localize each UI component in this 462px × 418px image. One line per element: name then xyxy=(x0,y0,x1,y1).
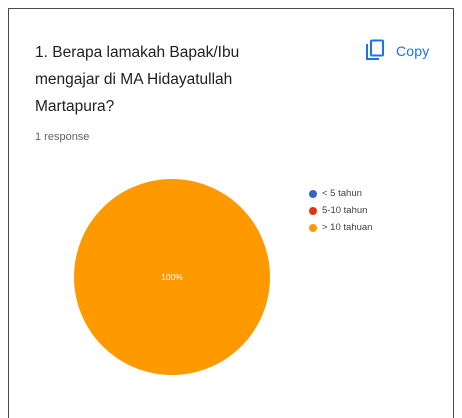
pie-slice-label-10-tahuan: 100% xyxy=(161,272,183,282)
legend-swatch xyxy=(309,223,317,232)
legend-label: 5-10 tahun xyxy=(322,205,368,216)
chart-legend: < 5 tahun 5-10 tahun > 10 tahuan xyxy=(309,185,372,236)
copy-button-label: Copy xyxy=(396,43,430,59)
legend-swatch xyxy=(309,189,317,198)
pie-slice-10-tahuan xyxy=(74,179,270,375)
legend-swatch xyxy=(309,206,317,215)
copy-icon xyxy=(366,39,384,60)
copy-button[interactable]: Copy xyxy=(364,39,429,63)
response-count: 1 response xyxy=(35,131,90,143)
legend-item-5-10-tahun: 5-10 tahun xyxy=(309,202,372,219)
legend-item-10-tahuan: > 10 tahuan xyxy=(309,219,372,236)
pie-chart: 100% xyxy=(74,179,270,375)
response-summary-card: 1. Berapa lamakah Bapak/Ibu mengajar di … xyxy=(8,8,454,418)
legend-item-5-tahun: < 5 tahun xyxy=(309,185,372,202)
legend-label: < 5 tahun xyxy=(322,188,362,199)
question-title: 1. Berapa lamakah Bapak/Ibu mengajar di … xyxy=(35,44,240,115)
legend-label: > 10 tahuan xyxy=(322,222,373,233)
